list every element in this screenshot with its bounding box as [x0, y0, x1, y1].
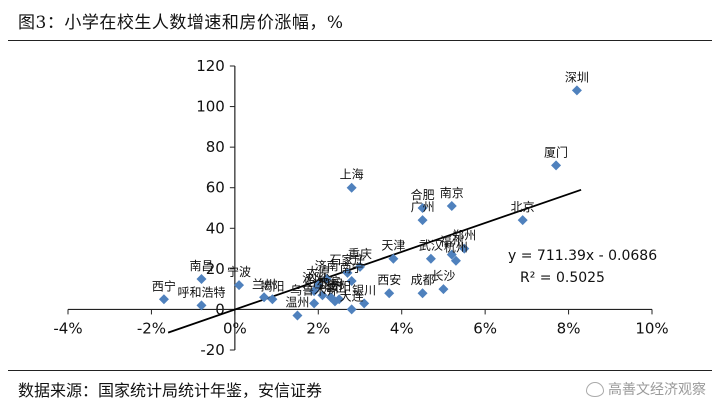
data-point — [388, 253, 399, 264]
data-point — [267, 294, 278, 305]
data-point — [438, 284, 449, 295]
data-point — [317, 290, 328, 301]
point-label: 上海 — [340, 167, 364, 182]
point-label: 厦门 — [544, 144, 568, 159]
wechat-icon — [586, 381, 604, 397]
x-axis: -4% -2% 0% 2% 4% 6% 8% 10% — [53, 308, 669, 337]
data-point — [446, 200, 457, 211]
point-label: 北京 — [511, 200, 535, 214]
data-point — [313, 280, 324, 291]
point-label: 成都 — [411, 273, 435, 287]
y-tick-label: 100 — [196, 98, 225, 116]
data-point — [346, 182, 357, 193]
data-point — [571, 85, 582, 96]
point-label: 西安 — [377, 272, 401, 287]
x-tick-label: 10% — [635, 319, 668, 337]
point-label: 石家庄 — [329, 252, 365, 267]
data-point — [384, 288, 395, 299]
point-label: 宁波 — [227, 264, 251, 279]
point-label: 深圳 — [565, 70, 589, 84]
data-point — [551, 160, 562, 171]
point-label: 广州 — [411, 200, 435, 214]
data-point — [309, 298, 320, 309]
point-label: 大连 — [340, 288, 364, 303]
point-label: 贵阳 — [327, 279, 351, 293]
data-point — [417, 288, 428, 299]
data-point — [346, 304, 357, 315]
watermark-text: 高善文经济观察 — [608, 382, 706, 398]
data-point — [259, 292, 270, 303]
point-label: 西宁 — [152, 278, 176, 293]
data-point — [321, 274, 332, 284]
point-label: 昆明 — [319, 277, 343, 291]
bottom-rule — [8, 370, 712, 371]
y-tick-label: 120 — [196, 57, 225, 75]
data-point — [309, 286, 320, 297]
data-point — [417, 203, 428, 213]
data-point — [329, 296, 340, 307]
point-label: 银川 — [352, 283, 376, 297]
point-label: 福州 — [440, 234, 464, 249]
point-label: 海口 — [323, 280, 347, 295]
y-tick-label: 40 — [206, 219, 225, 237]
figure-title: 图3：小学在校生人数增速和房价涨幅，% — [18, 13, 344, 33]
data-point — [417, 215, 428, 226]
trendline — [167, 188, 582, 334]
data-point — [517, 215, 528, 226]
data-point — [450, 255, 461, 266]
x-tick-label: 0% — [223, 319, 247, 337]
point-label: 乌鲁木齐 — [290, 282, 338, 297]
data-point — [292, 310, 303, 321]
point-label: 天津 — [381, 239, 405, 253]
data-point — [346, 276, 357, 287]
point-label: 太原 — [306, 264, 330, 279]
data-point — [446, 249, 457, 260]
data-point — [342, 267, 353, 278]
y-tick-label: 20 — [206, 260, 225, 278]
data-point — [196, 274, 207, 284]
point-label: 重庆 — [348, 247, 372, 261]
point-label: 杭州 — [444, 240, 468, 255]
y-tick-label: 80 — [206, 138, 225, 156]
x-tick-label: 4% — [390, 319, 414, 337]
data-point — [196, 300, 207, 311]
x-tick-label: -2% — [137, 319, 166, 337]
point-label: 郑州 — [452, 228, 476, 243]
data-points — [158, 85, 582, 321]
trendline-line — [167, 188, 582, 334]
trendline-equation: y = 711.39x - 0.0686 — [508, 248, 657, 264]
point-label: 长沙 — [431, 269, 455, 283]
point-label: 合肥 — [411, 187, 435, 202]
x-tick-label: 2% — [306, 319, 330, 337]
trendline-r2: R² = 0.5025 — [520, 270, 605, 286]
point-label: 南宁 — [340, 260, 364, 275]
point-label: 兰州 — [252, 277, 276, 291]
top-rule — [8, 40, 712, 41]
y-tick-label: -20 — [200, 341, 225, 359]
point-label: 南京 — [440, 185, 464, 200]
point-label: 南昌 — [189, 258, 213, 273]
y-tick-label: 60 — [206, 179, 225, 197]
data-point — [234, 280, 245, 291]
point-label: 哈尔滨 — [304, 274, 340, 289]
point-label: 济南 — [315, 258, 339, 273]
data-point — [425, 253, 436, 264]
data-point — [355, 261, 365, 272]
x-tick-label: 8% — [557, 319, 581, 337]
source-note: 数据来源：国家统计局统计年鉴，安信证券 — [18, 381, 323, 400]
watermark: 高善文经济观察 — [586, 379, 706, 399]
point-label: 呼和浩特 — [177, 284, 225, 299]
point-label: 温州 — [285, 296, 309, 310]
point-label: 沈阳 — [302, 270, 326, 285]
x-tick-label: 6% — [473, 319, 497, 337]
x-tick-label: -4% — [53, 319, 82, 337]
data-point — [158, 294, 169, 305]
data-point — [359, 298, 370, 309]
point-label: 揭阳 — [260, 278, 284, 293]
point-label: 武汉 — [419, 239, 443, 253]
data-point — [459, 243, 470, 254]
